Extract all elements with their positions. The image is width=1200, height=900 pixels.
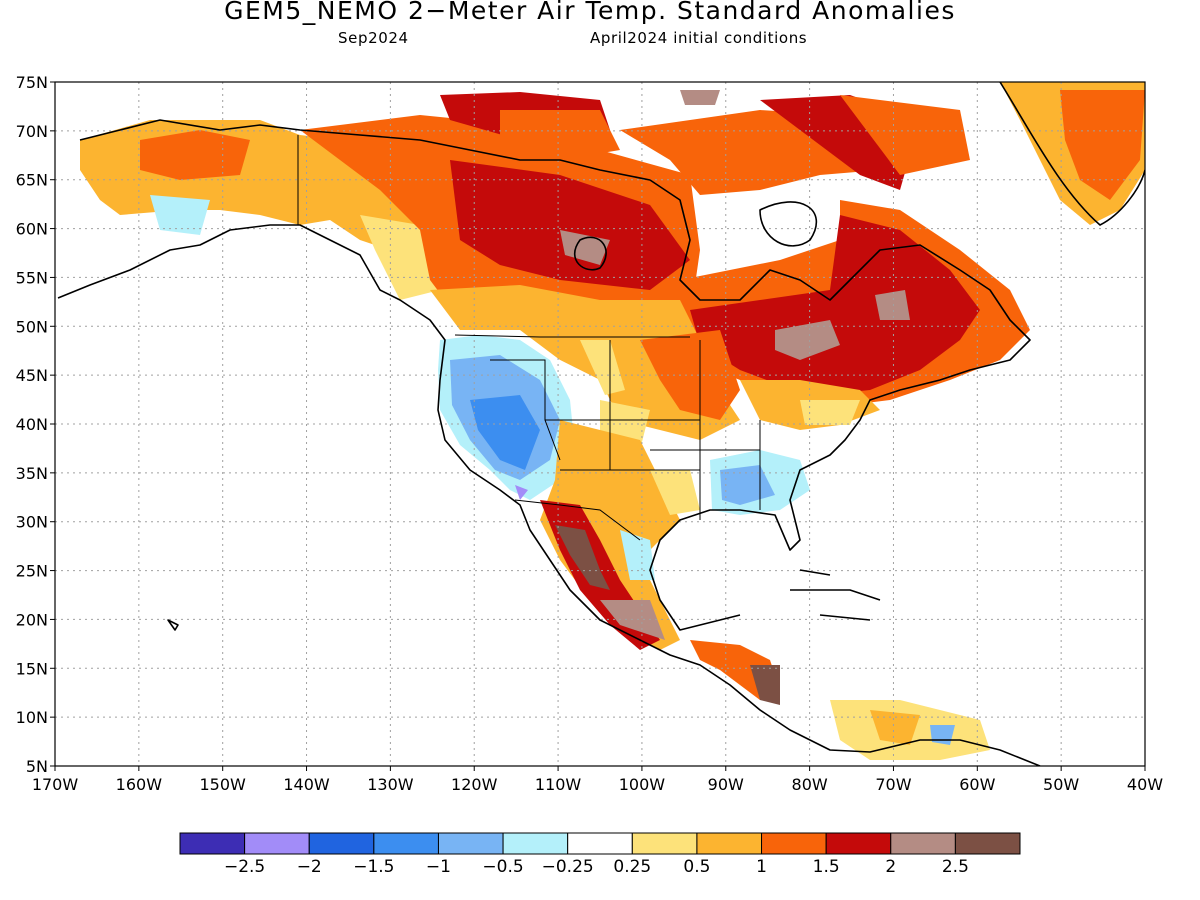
initial-conditions: April2024 initial conditions xyxy=(590,29,808,47)
colorbar: −2.5 −2 −1.5 −1 −0.5 −0.25 0.25 0.5 1 1.5 2 2.5 xyxy=(179,832,1021,877)
colorbar-swatch xyxy=(890,832,956,855)
colorbar-label: −1.5 xyxy=(353,857,394,877)
lon-label: 110W xyxy=(535,775,582,794)
colorbar-swatch xyxy=(437,832,504,855)
colorbar-label: 1 xyxy=(756,857,767,877)
lon-label: 160W xyxy=(116,775,163,794)
lat-label: 70N xyxy=(16,122,48,141)
colorbar-label: −0.5 xyxy=(482,857,523,877)
anomaly-shading xyxy=(80,82,1145,760)
lat-label: 20N xyxy=(16,610,48,629)
coastlines xyxy=(57,82,1145,766)
lon-label: 90W xyxy=(708,775,744,794)
lat-label: 45N xyxy=(16,366,48,385)
colorbar-swatch xyxy=(373,832,439,855)
lon-label: 80W xyxy=(792,775,828,794)
lon-label: 60W xyxy=(959,775,995,794)
lon-label: 170W xyxy=(32,775,79,794)
lat-label: 75N xyxy=(16,73,48,92)
lon-label: 100W xyxy=(619,775,666,794)
forecast-month: Sep2024 xyxy=(338,29,409,47)
lon-label: 150W xyxy=(200,775,247,794)
lat-label: 60N xyxy=(16,220,48,239)
lat-label: 40N xyxy=(16,415,48,434)
lon-label: 50W xyxy=(1043,775,1079,794)
colorbar-label: 2.5 xyxy=(942,857,969,877)
colorbar-label: −2 xyxy=(297,857,322,877)
colorbar-swatch xyxy=(631,832,698,855)
colorbar-label: 0.25 xyxy=(613,857,651,877)
map-title: GEM5_NEMO 2−Meter Air Temp. Standard Ano… xyxy=(224,0,956,25)
lat-label: 10N xyxy=(16,708,48,727)
lat-label: 30N xyxy=(16,513,48,532)
colorbar-swatch xyxy=(244,832,310,855)
colorbar-swatch xyxy=(308,832,375,855)
lon-label: 40W xyxy=(1127,775,1163,794)
longitude-axis: 170W 160W 150W 140W 130W 120W 110W 100W 90W 80W 70… xyxy=(32,766,1163,794)
colorbar-label: 2 xyxy=(885,857,896,877)
colorbar-swatch xyxy=(825,832,892,855)
latitude-axis: 75N 70N 65N 60N 55N 50N 45N 40N 35N 30N 25N 20N 15N 1… xyxy=(16,73,55,776)
colorbar-label: 0.5 xyxy=(683,857,710,877)
graticule xyxy=(55,82,1145,766)
lat-label: 5N xyxy=(26,757,48,776)
lon-label: 120W xyxy=(451,775,498,794)
lon-label: 140W xyxy=(283,775,330,794)
lat-label: 50N xyxy=(16,317,48,336)
colorbar-swatch xyxy=(502,832,569,855)
lat-label: 35N xyxy=(16,464,48,483)
colorbar-label: 1.5 xyxy=(813,857,840,877)
lat-label: 55N xyxy=(16,268,48,287)
colorbar-label: −2.5 xyxy=(224,857,265,877)
colorbar-swatch xyxy=(567,832,633,855)
lon-label: 70W xyxy=(875,775,911,794)
lat-label: 65N xyxy=(16,171,48,190)
colorbar-label: −1 xyxy=(426,857,451,877)
colorbar-swatch xyxy=(696,832,763,855)
lat-label: 25N xyxy=(16,562,48,581)
political-borders xyxy=(297,135,761,541)
colorbar-swatch xyxy=(179,832,246,855)
colorbar-label: −0.25 xyxy=(542,857,594,877)
lon-label: 130W xyxy=(367,775,414,794)
lat-label: 15N xyxy=(16,659,48,678)
colorbar-swatch xyxy=(761,832,827,855)
colorbar-swatch xyxy=(954,832,1021,855)
